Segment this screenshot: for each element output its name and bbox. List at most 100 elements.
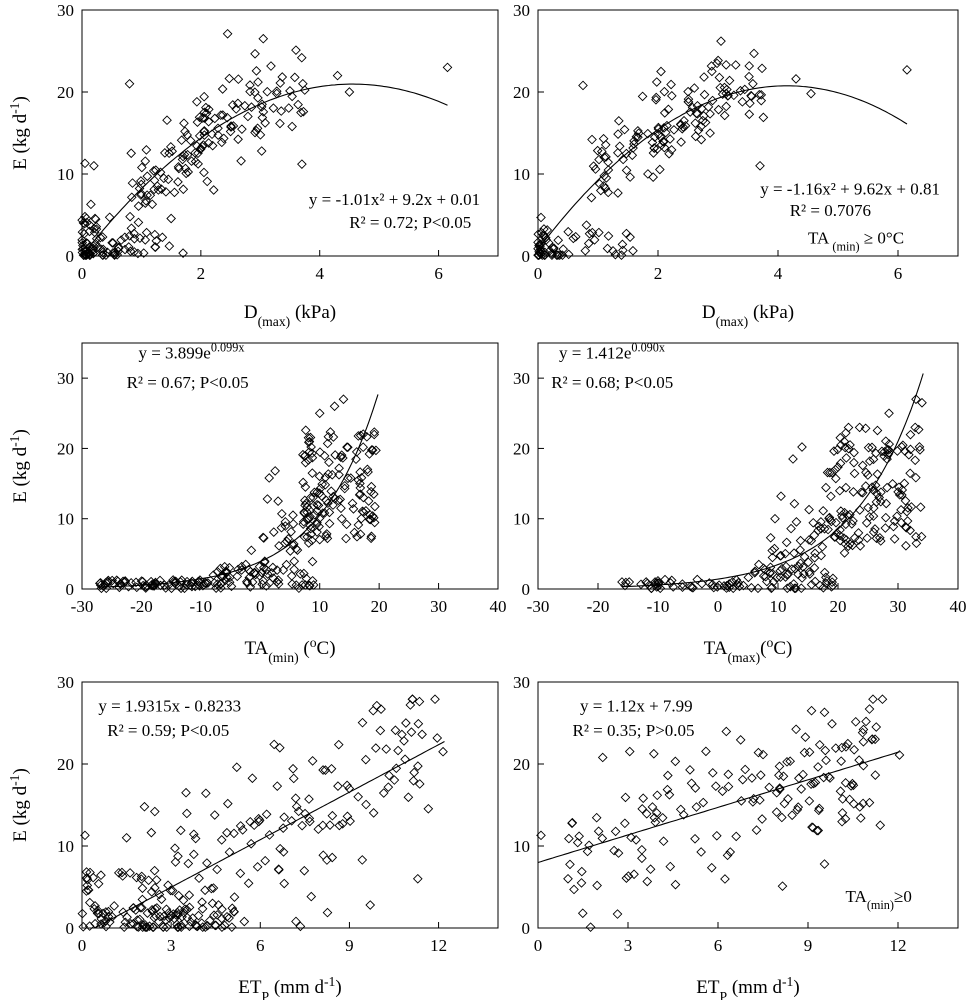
x-tick-label: 30: [430, 597, 447, 616]
data-point: [629, 869, 639, 880]
data-point: [753, 747, 764, 758]
data-point: [194, 873, 204, 884]
data-point: [686, 778, 697, 789]
data-point: [353, 431, 364, 441]
data-point: [355, 489, 366, 500]
data-point: [224, 913, 234, 923]
data-point: [138, 248, 149, 258]
data-point: [306, 891, 317, 902]
data-point: [269, 739, 279, 750]
data-point: [357, 717, 368, 728]
regression-annotation: y = 1.12x + 7.99: [580, 697, 693, 716]
data-point: [536, 830, 546, 841]
data-point: [360, 754, 371, 765]
y-tick-label: 10: [57, 510, 74, 529]
data-point: [258, 33, 269, 44]
data-point: [209, 578, 220, 588]
data-point: [880, 523, 891, 533]
data-point: [881, 498, 892, 509]
data-point: [216, 137, 227, 148]
data-point: [217, 84, 228, 94]
data-point: [199, 167, 209, 178]
data-point: [840, 519, 851, 530]
data-point: [338, 394, 349, 405]
data-point: [643, 169, 653, 179]
data-point: [796, 784, 807, 794]
data-point: [765, 532, 776, 543]
data-point: [731, 575, 742, 585]
data-point: [142, 171, 153, 182]
data-point: [820, 745, 831, 756]
data-point: [141, 227, 152, 238]
data-point: [288, 510, 298, 521]
data-point: [285, 86, 295, 96]
data-point: [203, 138, 214, 148]
data-point: [150, 577, 161, 588]
y-tick-label: 10: [513, 165, 530, 184]
data-point: [312, 527, 322, 537]
y-axis-label: E (kg d-1): [7, 768, 32, 842]
y-tick-label: 30: [513, 1, 530, 20]
data-point: [631, 835, 641, 845]
data-point: [222, 827, 232, 838]
data-point: [855, 541, 866, 551]
data-point: [318, 765, 328, 775]
data-point: [182, 808, 192, 819]
data-point: [690, 783, 701, 793]
scatter-panel-1: 0 2 4 6 0 10 20 30 D(max) (kPa) E (kg d-1) y = -1.…: [7, 1, 499, 330]
data-point: [299, 568, 309, 579]
data-point: [91, 233, 102, 244]
data-point: [366, 445, 377, 455]
data-point: [403, 792, 414, 803]
data-point: [158, 173, 169, 184]
data-point: [821, 578, 831, 589]
data-point: [613, 116, 624, 126]
data-point: [662, 120, 672, 131]
data-point: [147, 904, 157, 915]
data-point: [804, 567, 815, 577]
data-point: [375, 725, 386, 736]
data-point: [659, 142, 670, 153]
data-point: [278, 823, 289, 833]
data-point: [229, 906, 239, 917]
data-point: [582, 846, 593, 857]
data-point: [235, 868, 246, 879]
data-point: [209, 113, 220, 124]
data-point: [123, 242, 134, 252]
data-point: [355, 467, 365, 477]
regression-annotation: R² = 0.67; P<0.05: [127, 373, 249, 392]
data-point: [194, 112, 205, 123]
data-point: [917, 397, 927, 408]
data-point: [706, 862, 717, 873]
data-point: [897, 490, 907, 500]
data-point: [910, 422, 921, 433]
data-point: [675, 804, 686, 815]
data-point: [871, 722, 882, 732]
data-point: [791, 517, 802, 527]
data-point: [264, 473, 275, 483]
data-point: [744, 61, 755, 71]
data-point: [563, 249, 574, 260]
data-point: [649, 748, 659, 759]
data-point: [645, 864, 656, 875]
data-point: [756, 90, 767, 100]
data-point: [222, 911, 232, 922]
data-point: [151, 236, 162, 246]
data-point: [378, 788, 389, 798]
data-point: [262, 494, 273, 504]
data-point: [849, 447, 859, 458]
y-axis-label: E (kg d-1): [7, 96, 32, 170]
data-point: [300, 425, 311, 436]
data-point: [812, 825, 822, 836]
data-point: [569, 884, 579, 895]
data-point: [91, 221, 102, 232]
data-point: [308, 580, 319, 590]
data-point: [336, 513, 347, 524]
data-point: [756, 95, 767, 106]
data-point: [370, 743, 381, 753]
data-point: [320, 472, 331, 483]
data-point: [809, 563, 820, 573]
data-point: [848, 487, 859, 497]
data-point: [216, 835, 227, 845]
data-point: [583, 238, 594, 249]
